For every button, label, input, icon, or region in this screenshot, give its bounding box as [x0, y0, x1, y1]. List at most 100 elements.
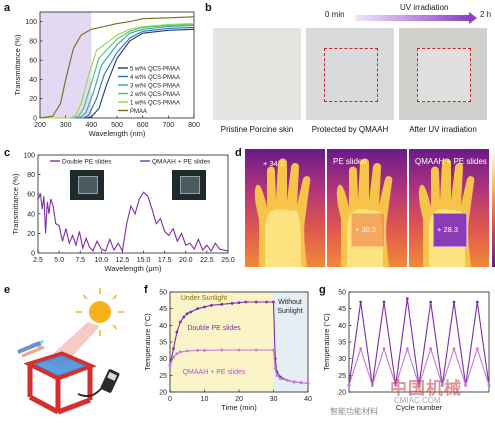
data-point: [475, 300, 479, 304]
legend-label: 1 wt% QCS-PMAA: [130, 101, 180, 107]
data-point: [175, 330, 179, 334]
plot-frame: [37, 154, 229, 254]
x-tick-label: 5.0: [54, 257, 64, 264]
irradiated-area-box: [417, 48, 471, 102]
data-point: [359, 300, 363, 304]
data-point: [285, 378, 289, 382]
skin-photo-after-uv: [399, 28, 487, 120]
hand-silhouette: [336, 158, 393, 267]
y-tick-label: 60: [27, 192, 35, 199]
hand-silhouette: [418, 158, 475, 267]
series-line: [40, 24, 195, 119]
slide-overlay: [433, 213, 467, 247]
series-line: [40, 23, 195, 119]
data-point: [272, 348, 275, 352]
legend-label: Double PE slides: [62, 159, 112, 166]
sun-icon: [89, 301, 111, 323]
data-point: [273, 367, 277, 371]
caption-protected: Protected by QMAAH: [311, 125, 389, 134]
x-tick-label: 700: [162, 122, 174, 129]
skin-photo-pristine: [213, 28, 301, 120]
data-point: [220, 348, 224, 352]
uv-region-shade: [40, 12, 92, 118]
data-point: [172, 347, 175, 351]
sunlight-region: [170, 292, 274, 392]
data-point: [429, 347, 433, 351]
thermal-image: + 34.1: [245, 149, 325, 267]
data-point: [440, 383, 444, 387]
x-tick-label: 10.0: [95, 257, 109, 264]
data-point: [382, 347, 386, 351]
y-tick-label: 0: [33, 116, 37, 123]
data-point: [237, 301, 241, 305]
chart-c: 0 20 40 60 80 100 2.5 5.0 7.5 10.0 12.5 15.0 17.5 20.…: [11, 153, 235, 274]
x-tick-label: 22.5: [200, 257, 214, 264]
data-point: [452, 300, 456, 304]
skin-photo-protected: [306, 28, 394, 120]
data-point: [178, 350, 182, 354]
thermal-image: + 28.3 QMAAH + PE slides: [409, 149, 489, 267]
data-point: [306, 381, 310, 385]
data-point: [452, 347, 456, 351]
chart-a: 0 20 40 60 80 100 200 300 400 500 600 700 800 Wavelen…: [13, 11, 200, 138]
data-point: [299, 381, 303, 385]
data-point: [203, 305, 206, 309]
slide-overlay: [351, 213, 385, 247]
x-tick-label: 25.0: [221, 257, 235, 264]
x-tick-label: 30: [270, 396, 278, 403]
x-tick-label: 7.5: [75, 257, 85, 264]
panel-f: f 20 25 30 35 40 45 50 0 10 20 30 40 Time (min) Tempe…: [140, 282, 315, 420]
x-tick-label: 10: [201, 396, 209, 403]
x-tick-label: 2.5: [33, 257, 43, 264]
legend-label: 2 wt% QCS-PMAA: [130, 92, 180, 98]
box-icon: [23, 351, 97, 415]
series-label-double-pe: Double PE slides: [187, 325, 241, 332]
data-point: [405, 297, 409, 301]
panel-b: b 0 min UV irradiation 2 h Pristine Porc…: [205, 0, 495, 142]
data-point: [230, 301, 234, 305]
legend-label: 5 wt% QCS-PMAA: [130, 67, 180, 73]
y-tick-label: 45: [159, 306, 167, 313]
data-point: [203, 348, 206, 352]
chart-f: 20 25 30 35 40 45 50 0 10 20 30 40 Time (min) Tempera…: [143, 290, 312, 413]
x-axis-label: Cycle number: [396, 403, 443, 412]
x-tick-label: 600: [137, 122, 149, 129]
data-point: [464, 383, 468, 387]
y-tick-label: 40: [159, 323, 167, 330]
panel-e: e: [0, 282, 140, 420]
x-tick-label: 12.5: [116, 257, 130, 264]
panel-label: d: [235, 147, 242, 159]
thermal-label: PE slides: [333, 157, 367, 166]
time-end: 2 h: [480, 10, 492, 19]
data-point: [475, 347, 479, 351]
temperature-marker: + 30.2: [355, 225, 377, 234]
x-tick-label: 15.0: [137, 257, 151, 264]
uv-arrow: [355, 15, 470, 21]
inset-photo-qmaah: [172, 170, 206, 200]
series-line: [348, 298, 490, 386]
y-tick-label: 40: [29, 77, 37, 84]
y-axis-label: Temperature (°C): [322, 313, 331, 371]
y-axis-label: Transmittance (%): [11, 173, 20, 234]
data-point: [168, 363, 172, 367]
protected-area-box: [324, 48, 378, 102]
panel-g: g 20 25 30 35 40 45 50 Cycle number Temperature …: [315, 282, 495, 420]
temperature-marker: + 28.3: [437, 225, 459, 234]
y-tick-label: 40: [338, 323, 346, 330]
panel-label: b: [205, 2, 212, 14]
data-point: [210, 303, 213, 307]
y-tick-label: 45: [338, 306, 346, 313]
y-tick-label: 80: [27, 172, 35, 179]
data-point: [185, 312, 189, 316]
time-start: 0 min: [325, 10, 345, 19]
x-tick-label: 300: [60, 122, 72, 129]
thermal-image: + 30.2 PE slides: [327, 149, 407, 267]
data-point: [292, 380, 296, 384]
caption-pristine: Pristine Porcine skin: [220, 125, 294, 134]
data-point: [254, 300, 258, 304]
x-tick-label: 200: [34, 122, 46, 129]
y-tick-label: 60: [29, 58, 37, 65]
data-point: [487, 383, 491, 387]
annotation-without-sunlight-1: Without: [278, 299, 302, 306]
panel-a: a 0 20 40 60 80 100 200 300 400 500 600 700 800 Wavel…: [0, 0, 200, 140]
